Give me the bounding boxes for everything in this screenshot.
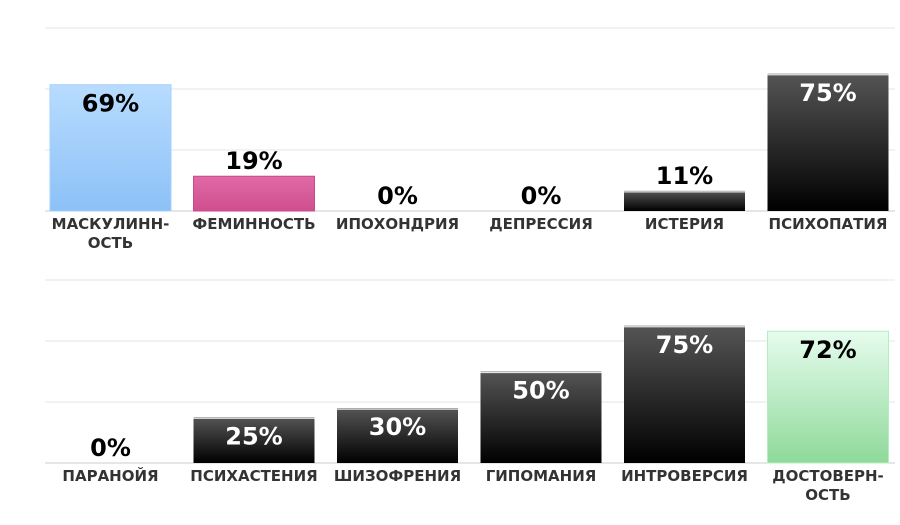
bar (767, 73, 889, 211)
value-label: 19% (225, 147, 282, 175)
bar (480, 371, 602, 463)
category-label: ПСИХОПАТИЯ (769, 215, 888, 233)
category-label: ИСТЕРИЯ (645, 215, 724, 233)
category-label: ГИПОМАНИЯ (486, 467, 597, 485)
bar (624, 190, 745, 211)
category-label: ДЕПРЕССИЯ (489, 215, 593, 233)
category-label: ШИЗОФРЕНИЯ (334, 467, 461, 485)
value-label: 75% (656, 331, 713, 359)
chart-bottom: 0% ПАРАНОЙЯ 25% ПСИХАСТЕНИЯ 30% ШИЗОФРЕНИЯ 50%… (45, 279, 895, 504)
category-label: ПСИХАСТЕНИЯ (190, 467, 317, 485)
bar (193, 175, 315, 212)
value-label: 50% (512, 377, 569, 405)
value-label: 75% (799, 79, 856, 107)
category-label: ПАРАНОЙЯ (62, 466, 158, 485)
category-label: ИНТРОВЕРСИЯ (621, 467, 748, 485)
value-label: 0% (521, 182, 562, 210)
value-label: 69% (82, 90, 139, 118)
chart-top: 69% МАСКУЛИНН-ОСТЬ 19% ФЕМИННОСТЬ 0% ИПОХОНДР… (45, 27, 895, 252)
bar (337, 408, 458, 463)
category-label: ИПОХОНДРИЯ (336, 215, 459, 233)
category-label: ДОСТОВЕРН-ОСТЬ (772, 467, 884, 504)
value-label: 0% (377, 182, 418, 210)
bar (767, 330, 889, 464)
value-label: 0% (90, 434, 131, 462)
bar (49, 84, 172, 212)
bar (193, 417, 315, 463)
value-label: 25% (225, 422, 282, 450)
value-label: 11% (656, 162, 713, 190)
category-label: ФЕМИННОСТЬ (192, 215, 315, 233)
bar (624, 325, 745, 463)
value-label: 72% (799, 336, 856, 364)
category-label: МАСКУЛИНН-ОСТЬ (52, 215, 170, 252)
value-label: 30% (369, 413, 426, 441)
